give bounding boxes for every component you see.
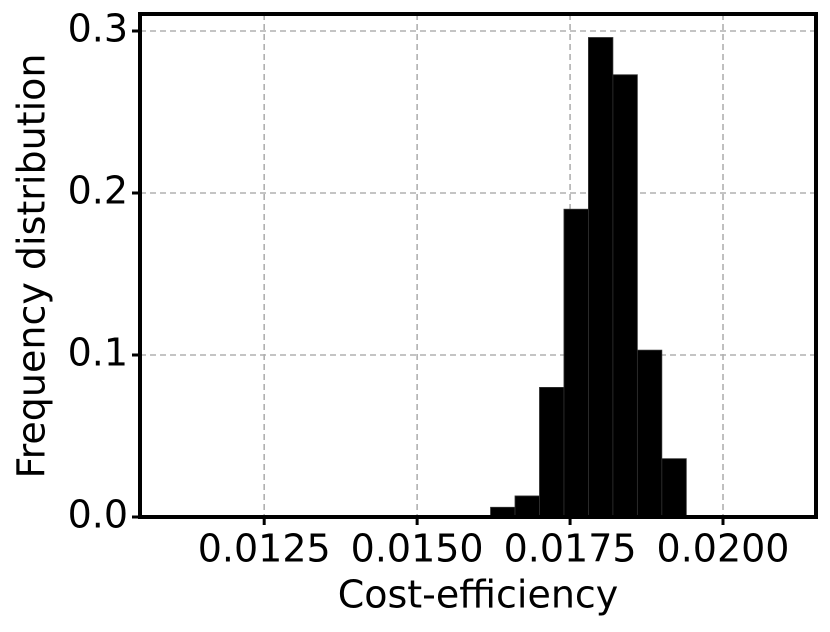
bar <box>563 208 589 518</box>
bar <box>661 458 687 518</box>
bar <box>539 387 565 518</box>
x-tick-label: 0.0200 <box>657 527 790 571</box>
bar <box>612 74 638 518</box>
y-tick-label: 0.0 <box>68 493 128 537</box>
x-tick-label: 0.0150 <box>351 527 484 571</box>
y-axis-label: Frequency distribution <box>10 54 54 479</box>
bar <box>588 37 614 518</box>
x-axis-label: Cost-efficiency <box>338 573 619 617</box>
y-tick-label: 0.1 <box>68 331 128 375</box>
x-tick-label: 0.0175 <box>504 527 637 571</box>
y-tick-label: 0.2 <box>68 169 128 213</box>
plot-frame <box>138 12 818 519</box>
bar <box>514 495 540 518</box>
x-tick-label: 0.0125 <box>198 527 331 571</box>
bar <box>636 349 663 518</box>
y-tick-label: 0.3 <box>68 7 128 51</box>
